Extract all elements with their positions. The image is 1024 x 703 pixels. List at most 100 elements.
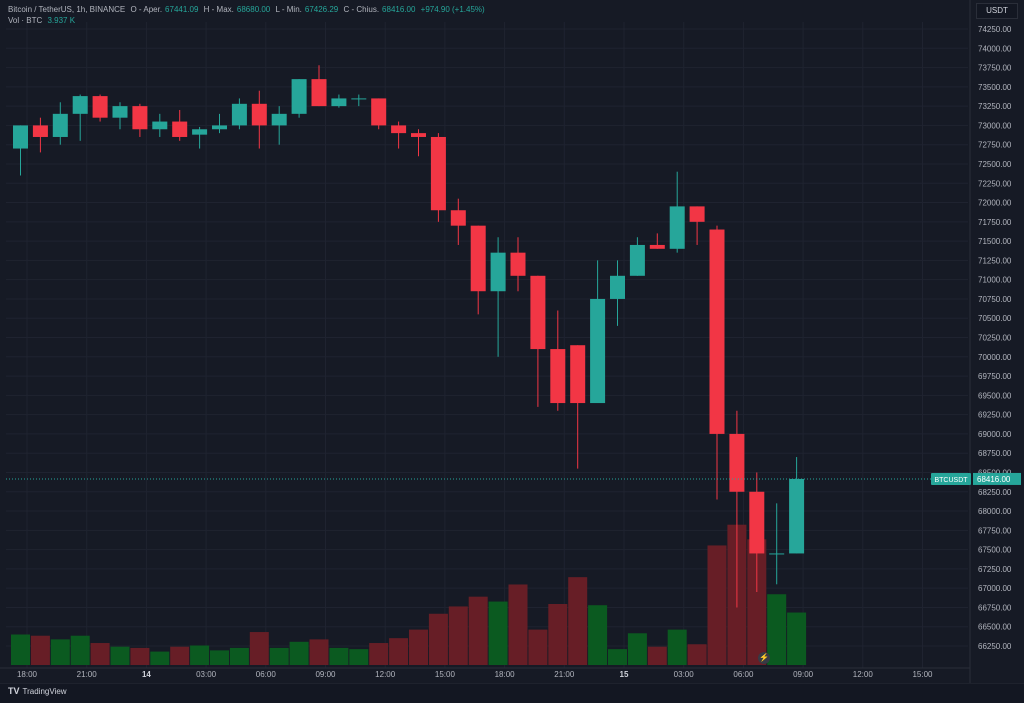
- candle-body: [590, 298, 606, 404]
- x-tick-label: 12:00: [375, 670, 396, 679]
- candle-body: [391, 125, 407, 134]
- candle-body: [311, 79, 327, 107]
- symbol-label[interactable]: Bitcoin / TetherUS, 1h, BINANCE: [8, 5, 126, 14]
- volume-bar: [409, 629, 428, 665]
- candle-body: [112, 106, 128, 118]
- tradingview-logo[interactable]: TV TradingView: [8, 686, 67, 696]
- candle-body: [331, 98, 347, 107]
- low-value: 67426.29: [304, 5, 339, 14]
- candle-body: [669, 206, 685, 249]
- close-value: 68416.00: [382, 5, 416, 14]
- candle-body: [291, 79, 307, 114]
- volume-bar: [707, 545, 727, 665]
- volume-bar: [627, 633, 647, 665]
- chart-legend: Bitcoin / TetherUS, 1h, BINANCE O - Aper…: [8, 4, 488, 26]
- volume-bar: [548, 604, 568, 665]
- candle-body: [351, 98, 367, 100]
- candle-body: [52, 113, 68, 137]
- volume-bar: [428, 613, 448, 665]
- y-tick-label: 73750.00: [978, 64, 1012, 73]
- volume-bar: [70, 635, 90, 665]
- candle-body: [769, 553, 785, 555]
- y-tick-label: 71750.00: [978, 218, 1012, 227]
- candle-body: [32, 125, 48, 137]
- volume-bar: [289, 641, 309, 665]
- candle-body: [271, 113, 287, 126]
- candle-body: [629, 244, 645, 276]
- x-tick-label: 14: [142, 670, 151, 679]
- volume-bar: [130, 647, 150, 665]
- x-tick-label: 21:00: [77, 670, 98, 679]
- high-label: H - Max.: [203, 5, 234, 14]
- y-tick-label: 68250.00: [978, 488, 1012, 497]
- volume-bar: [229, 647, 249, 665]
- volume-bar: [369, 643, 389, 665]
- y-tick-label: 69750.00: [978, 372, 1012, 381]
- candle-body: [789, 478, 805, 554]
- y-tick-label: 71000.00: [978, 276, 1012, 285]
- candle-body: [689, 206, 705, 222]
- y-tick-label: 67250.00: [978, 565, 1012, 574]
- y-tick-label: 66250.00: [978, 642, 1012, 651]
- candle-body: [13, 125, 28, 149]
- volume-bar: [488, 601, 508, 665]
- candle-body: [411, 133, 426, 137]
- volume-bar: [687, 644, 707, 665]
- y-tick-label: 74000.00: [978, 44, 1012, 53]
- open-value: 67441.09: [165, 5, 199, 14]
- volume-bar: [329, 647, 349, 665]
- volume-bar: [767, 594, 787, 665]
- y-tick-label: 72250.00: [978, 179, 1012, 188]
- currency-unit-button[interactable]: USDT: [976, 3, 1018, 19]
- volume-bar: [568, 577, 588, 665]
- candle-body: [92, 96, 108, 118]
- lightning-icon[interactable]: ⚡: [758, 652, 770, 664]
- y-tick-label: 73000.00: [978, 121, 1012, 130]
- y-tick-label: 70500.00: [978, 314, 1012, 323]
- candle-body: [729, 433, 745, 492]
- candle-body: [152, 121, 168, 130]
- y-tick-label: 67000.00: [978, 584, 1012, 593]
- open-label: O - Aper.: [130, 5, 163, 14]
- y-tick-label: 73250.00: [978, 102, 1012, 111]
- y-tick-label: 72500.00: [978, 160, 1012, 169]
- price-tag-symbol: BTCUSDT: [934, 477, 968, 484]
- volume-bar: [150, 651, 170, 665]
- volume-bar: [747, 539, 767, 665]
- candle-body: [192, 129, 208, 135]
- candle-body: [212, 125, 227, 130]
- x-tick-label: 06:00: [256, 670, 277, 679]
- y-tick-label: 66750.00: [978, 603, 1012, 612]
- candle-body: [450, 210, 466, 226]
- x-tick-label: 15:00: [912, 670, 933, 679]
- price-tag-symbol-box: [931, 472, 971, 485]
- x-tick-label: 09:00: [793, 670, 814, 679]
- volume-bar: [667, 629, 687, 665]
- price-tag-value-box: [973, 472, 1021, 485]
- volume-bar: [468, 596, 488, 665]
- footer-bar: [0, 683, 1024, 703]
- candle-body: [172, 121, 188, 137]
- volume-value: 3.937 K: [47, 16, 76, 25]
- x-tick-label: 18:00: [17, 670, 38, 679]
- volume-bar: [50, 639, 70, 665]
- volume-bar: [249, 632, 269, 665]
- candle-body: [231, 103, 247, 126]
- candle-body: [251, 103, 267, 126]
- x-tick-label: 03:00: [196, 670, 217, 679]
- candle-body: [72, 96, 88, 114]
- volume-bar: [349, 649, 369, 665]
- y-tick-label: 72000.00: [978, 199, 1012, 208]
- x-tick-label: 09:00: [315, 670, 336, 679]
- y-tick-label: 69000.00: [978, 430, 1012, 439]
- x-tick-label: 03:00: [674, 670, 695, 679]
- candle-body: [490, 252, 506, 292]
- volume-bar: [30, 635, 50, 665]
- candle-body: [470, 225, 486, 292]
- y-tick-label: 69250.00: [978, 411, 1012, 420]
- y-tick-label: 73500.00: [978, 83, 1012, 92]
- volume-bar: [389, 638, 409, 665]
- volume-bar: [508, 584, 528, 665]
